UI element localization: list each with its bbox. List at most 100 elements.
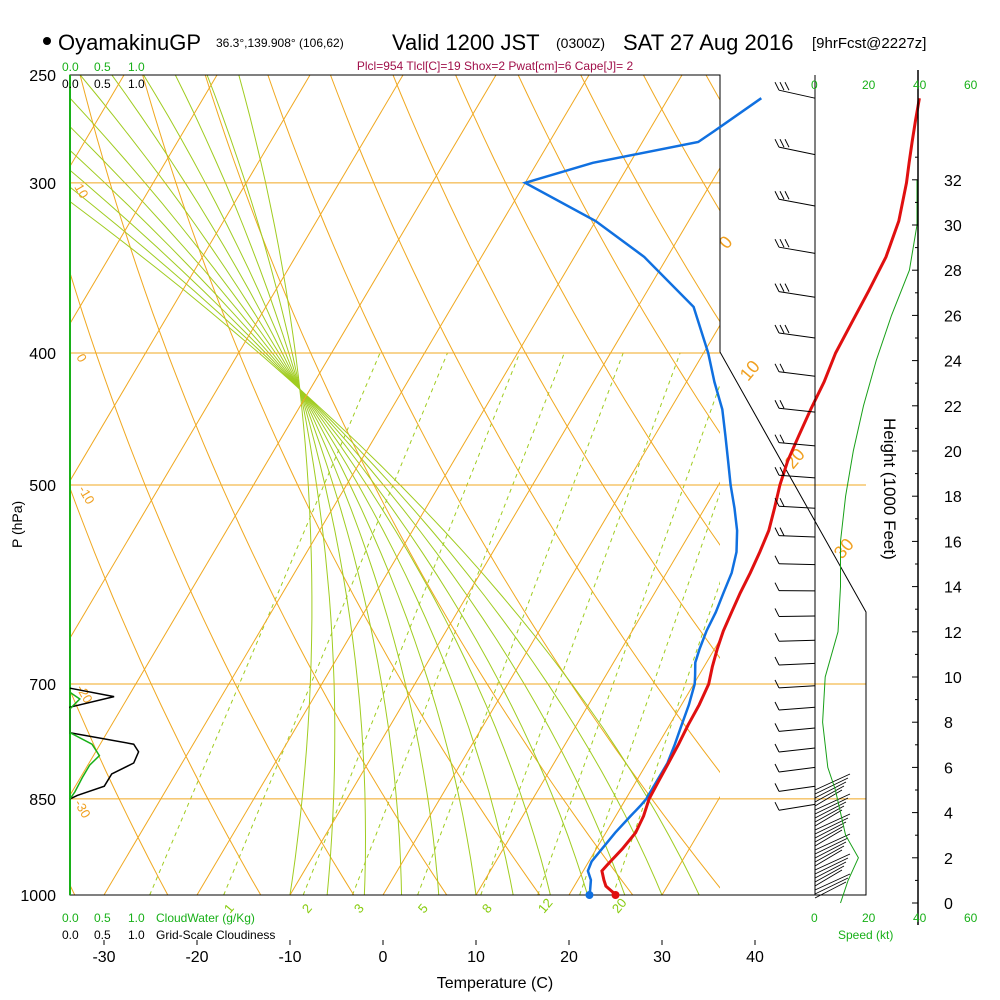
pressure-tick-label: 850 [29, 792, 56, 809]
mixing-ratio-line [223, 352, 448, 895]
wind-barb-staff [778, 685, 816, 689]
speed-top-tick: 20 [862, 78, 876, 92]
wind-barb-low [814, 781, 847, 799]
speed-axis-label: Speed (kt) [838, 928, 893, 942]
dewpoint-profile [521, 97, 763, 896]
cloudwater-line [69, 691, 101, 800]
temperature-tick-label: 0 [379, 949, 388, 966]
wind-barb-staff [778, 371, 816, 377]
temperature-tick-label: 10 [467, 949, 485, 966]
dry-adiabats [70, 75, 720, 895]
wind-barb-low [814, 849, 843, 867]
wind-barb-low [814, 861, 847, 879]
isotherm-line [70, 75, 311, 482]
temperature-tick-label: 40 [746, 949, 764, 966]
dry-adiabat-label: 10 [736, 356, 764, 384]
cloudwater-label: CloudWater (g/Kg) [156, 911, 255, 925]
speed-bottom-tick: 40 [913, 911, 927, 925]
wind-barb-flag [779, 363, 785, 373]
wind-barb-flag [779, 527, 785, 536]
wind-barb-flag [774, 138, 780, 148]
moist-adiabat-line [111, 75, 440, 895]
dry-adiabat-line [517, 75, 720, 434]
cloudiness-top-tick-0: 0.0 [62, 77, 79, 91]
wind-barb-staff [778, 332, 816, 339]
mixing-ratio-line [480, 352, 681, 895]
moist-adiabat-line [238, 75, 313, 895]
temperature-tick-label: 30 [653, 949, 671, 966]
height-tick-label: 26 [944, 308, 962, 325]
height-tick-label: 2 [944, 851, 953, 868]
wind-barb-low [814, 881, 847, 899]
moist-adiabat-line [70, 169, 626, 895]
wind-barb-low [814, 801, 847, 819]
y-axis-title: P (hPa) [9, 501, 25, 548]
moist-adiabat-line [70, 186, 663, 895]
wind-barb-flag [779, 467, 785, 476]
wind-barb-flag [784, 138, 790, 148]
mixing-ratio-line [302, 352, 521, 895]
wind-barb-flag [774, 632, 780, 642]
wind-barb-flag [774, 679, 780, 689]
wind-barb-flag [774, 582, 780, 591]
pressure-tick-label: 300 [29, 176, 56, 193]
cloudwater-top-tick-0: 0.0 [62, 60, 79, 74]
dry-adiabat-line [455, 75, 720, 546]
wind-barb-staff [778, 727, 816, 732]
moist-adiabat-line [79, 75, 477, 895]
wind-barb-flag [774, 400, 780, 409]
wind-barb-flag [784, 191, 790, 200]
moist-adiabat-line [70, 125, 551, 895]
surface-temperature-marker [611, 891, 620, 899]
wind-barb-staff [778, 198, 816, 207]
wind-barb-flag [774, 656, 780, 666]
height-tick-label: 28 [944, 263, 962, 280]
cloudiness-label: Grid-Scale Cloudiness [156, 928, 275, 942]
cloudiness-bottom-tick-0: 0.0 [62, 928, 79, 942]
dry-adiabat-line [70, 271, 355, 895]
wind-barb-flag [774, 467, 780, 476]
wind-barb-flag [774, 363, 780, 373]
dry-adiabat-line [267, 75, 720, 889]
wind-barb-flag [779, 138, 785, 148]
wind-barb-low [814, 837, 849, 855]
cloudwater-top-tick-1: 0.5 [94, 60, 111, 74]
height-tick-label: 8 [944, 715, 953, 732]
pressure-tick-label: 500 [29, 478, 56, 495]
wind-barb-staff [778, 766, 816, 773]
wind-barb-low [814, 793, 851, 811]
moist-adiabat-line [70, 200, 700, 895]
wind-barb-flag [784, 283, 790, 292]
moist-adiabat-line [174, 75, 367, 895]
wind-barb-staff [778, 407, 816, 413]
height-tick-label: 22 [944, 399, 962, 416]
cloudiness-line [69, 687, 140, 800]
pressure-ticks: 250 300 400 500 700 850 1000 [20, 68, 56, 905]
height-tick-label: 6 [944, 760, 953, 777]
cloudiness-bottom-tick-2: 1.0 [128, 928, 145, 942]
height-tick-label: 24 [944, 354, 962, 371]
wind-barb-staff [778, 246, 816, 254]
wind-barb-flag [774, 743, 780, 753]
isotherm-label: -10 [75, 483, 97, 507]
wind-barb-flag [784, 238, 790, 248]
height-tick-label: 32 [944, 173, 962, 190]
station-coords: 36.3°,139.908° (106,62) [216, 36, 344, 50]
height-tick-label: 16 [944, 534, 962, 551]
forecast-info: [9hrFcst@2227z] [812, 35, 926, 52]
wind-barb-flag [779, 238, 785, 248]
station-name: OyamakinuGP [58, 30, 201, 55]
dry-adiabat-line [329, 75, 720, 774]
pressure-tick-label: 1000 [20, 888, 56, 905]
cloudwater-bottom-tick-2: 1.0 [128, 911, 145, 925]
wind-barb-staff [778, 706, 816, 711]
wind-barb-flag [774, 81, 780, 91]
pressure-tick-label: 400 [29, 346, 56, 363]
height-axis-title: Height (1000 Feet) [880, 418, 899, 560]
wind-barb-flag [784, 81, 790, 91]
wind-barb-low [814, 865, 845, 883]
